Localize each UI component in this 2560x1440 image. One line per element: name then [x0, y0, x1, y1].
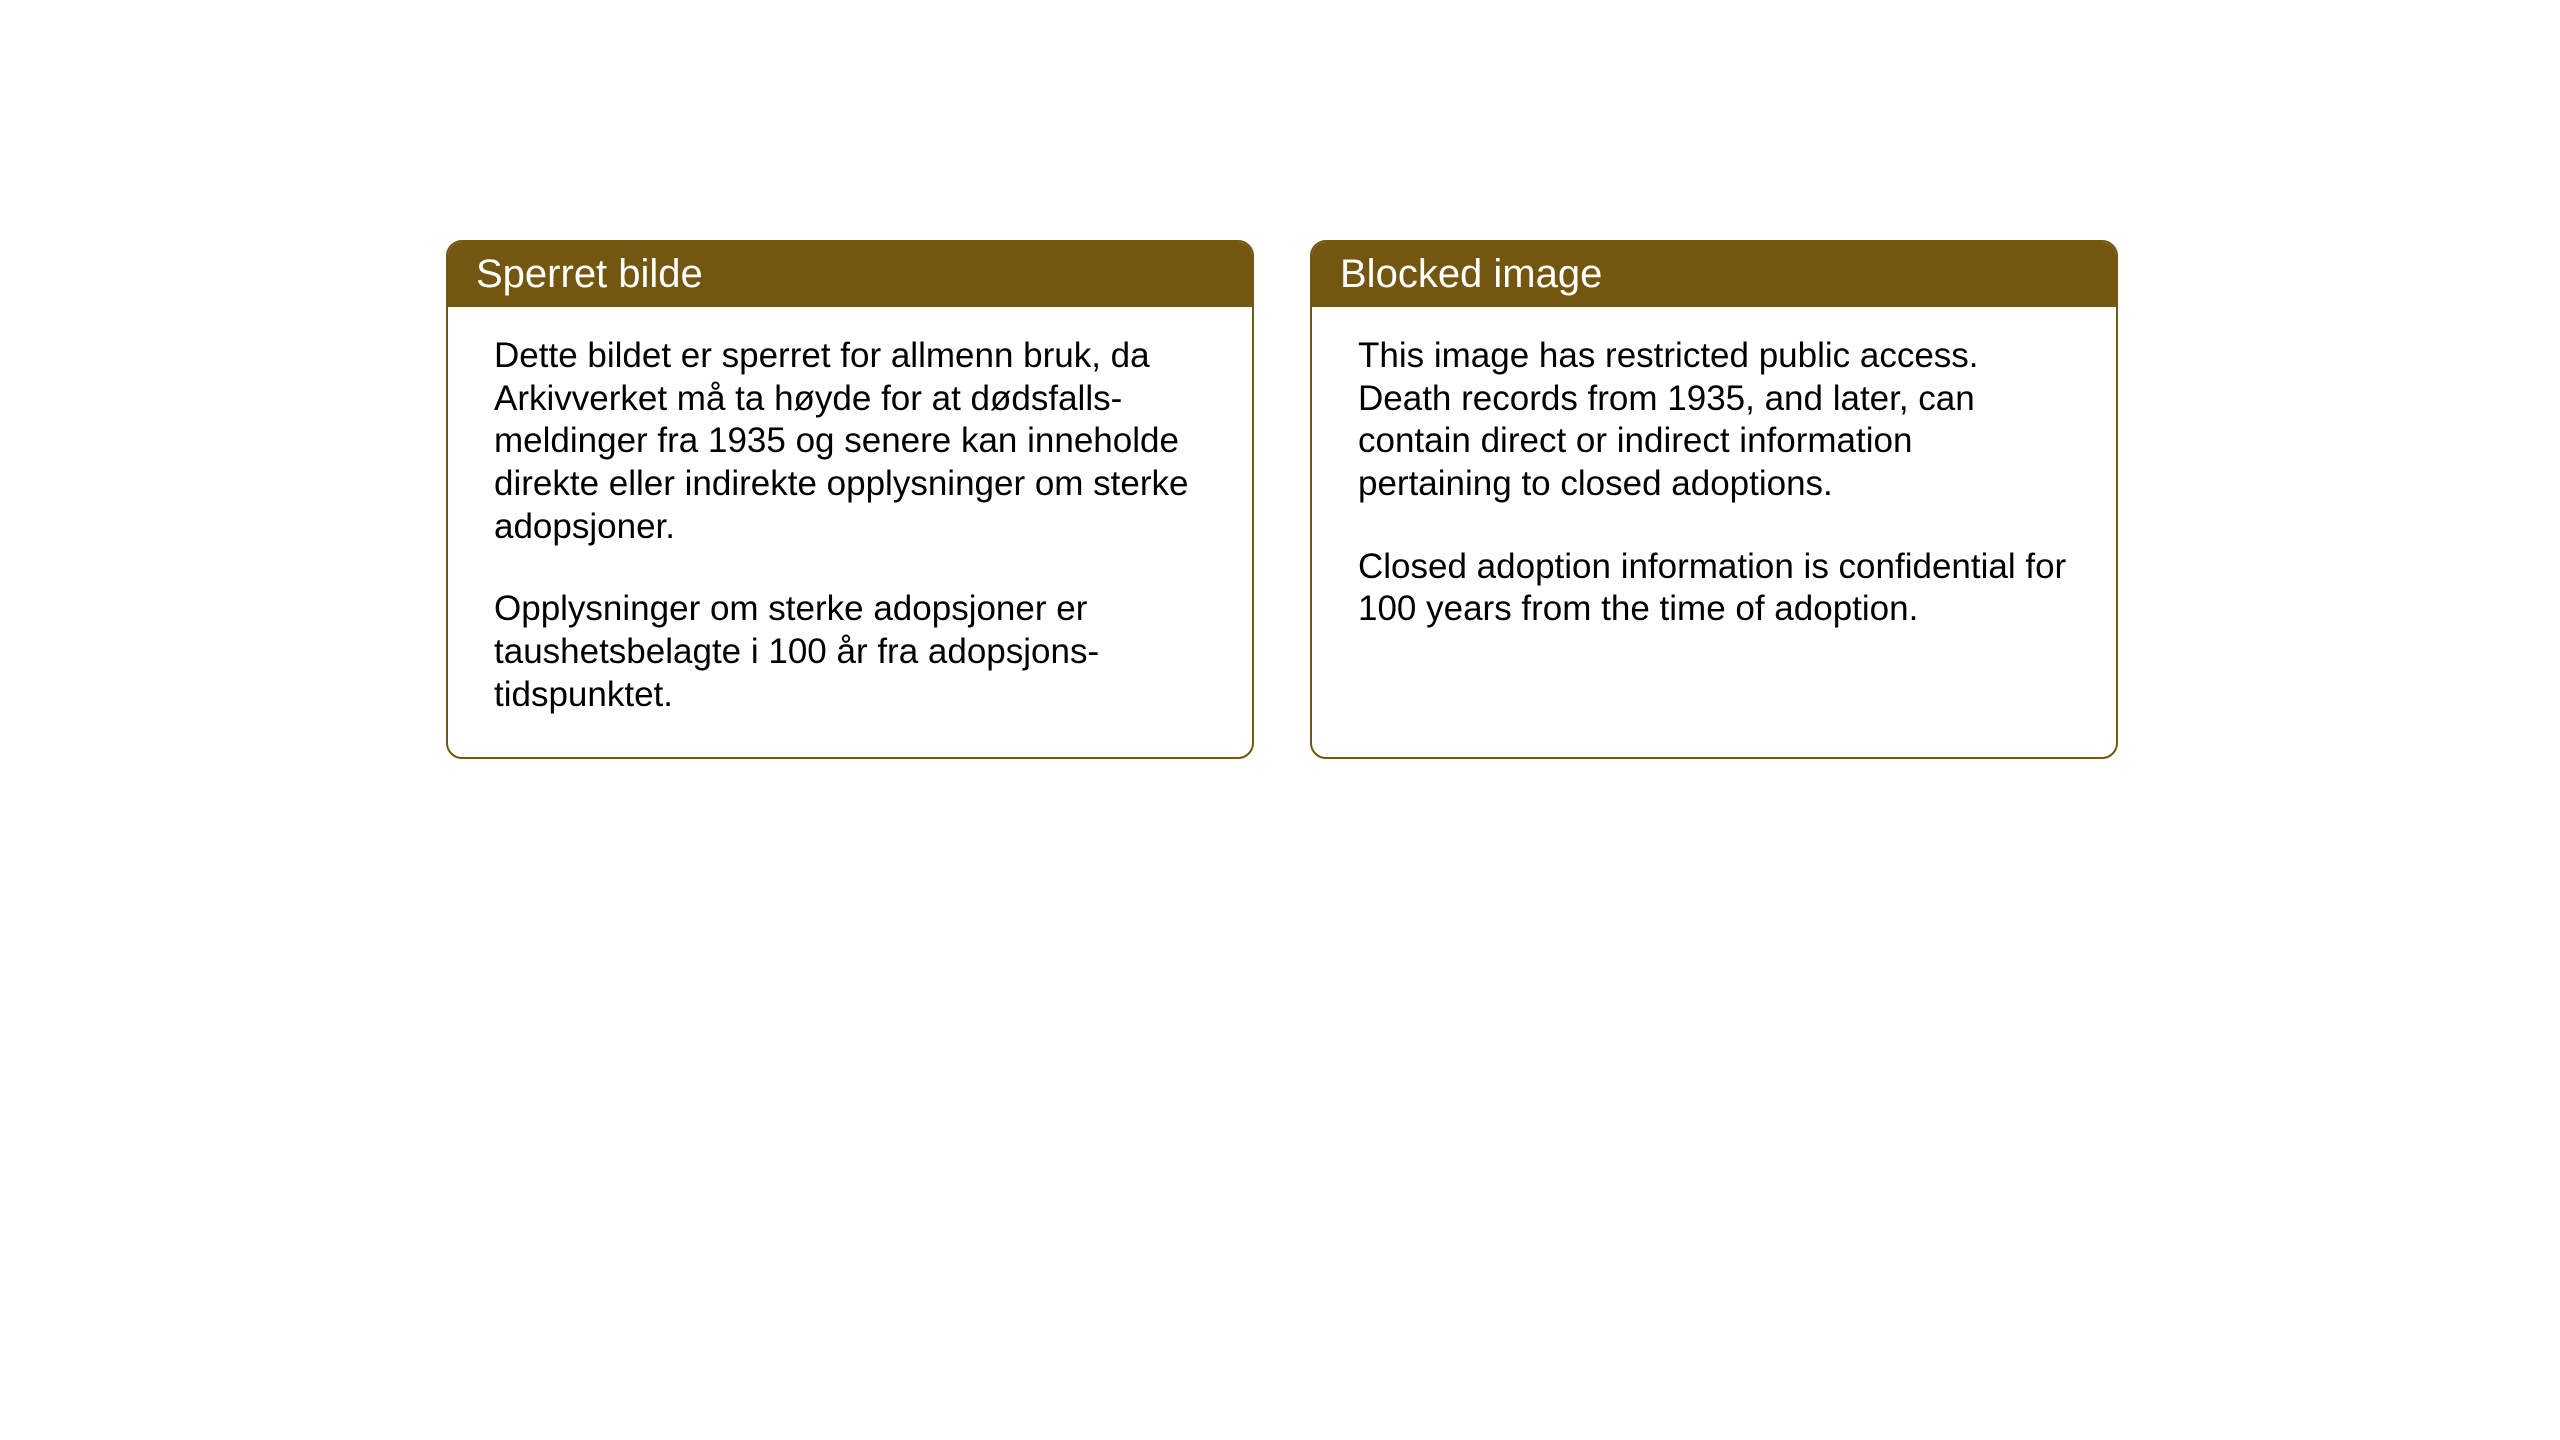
notice-title-norwegian: Sperret bilde	[476, 252, 703, 296]
notice-body-norwegian: Dette bildet er sperret for allmenn bruk…	[448, 307, 1252, 757]
notice-header-english: Blocked image	[1312, 242, 2116, 307]
notice-card-norwegian: Sperret bilde Dette bildet er sperret fo…	[446, 240, 1254, 759]
notice-header-norwegian: Sperret bilde	[448, 242, 1252, 307]
notice-paragraph-1-norwegian: Dette bildet er sperret for allmenn bruk…	[494, 335, 1206, 548]
notice-paragraph-2-english: Closed adoption information is confident…	[1358, 546, 2070, 631]
notice-card-english: Blocked image This image has restricted …	[1310, 240, 2118, 759]
notice-paragraph-1-english: This image has restricted public access.…	[1358, 335, 2070, 506]
notice-title-english: Blocked image	[1340, 252, 1602, 296]
notice-container: Sperret bilde Dette bildet er sperret fo…	[446, 240, 2118, 759]
notice-paragraph-2-norwegian: Opplysninger om sterke adopsjoner er tau…	[494, 588, 1206, 716]
notice-body-english: This image has restricted public access.…	[1312, 307, 2116, 747]
